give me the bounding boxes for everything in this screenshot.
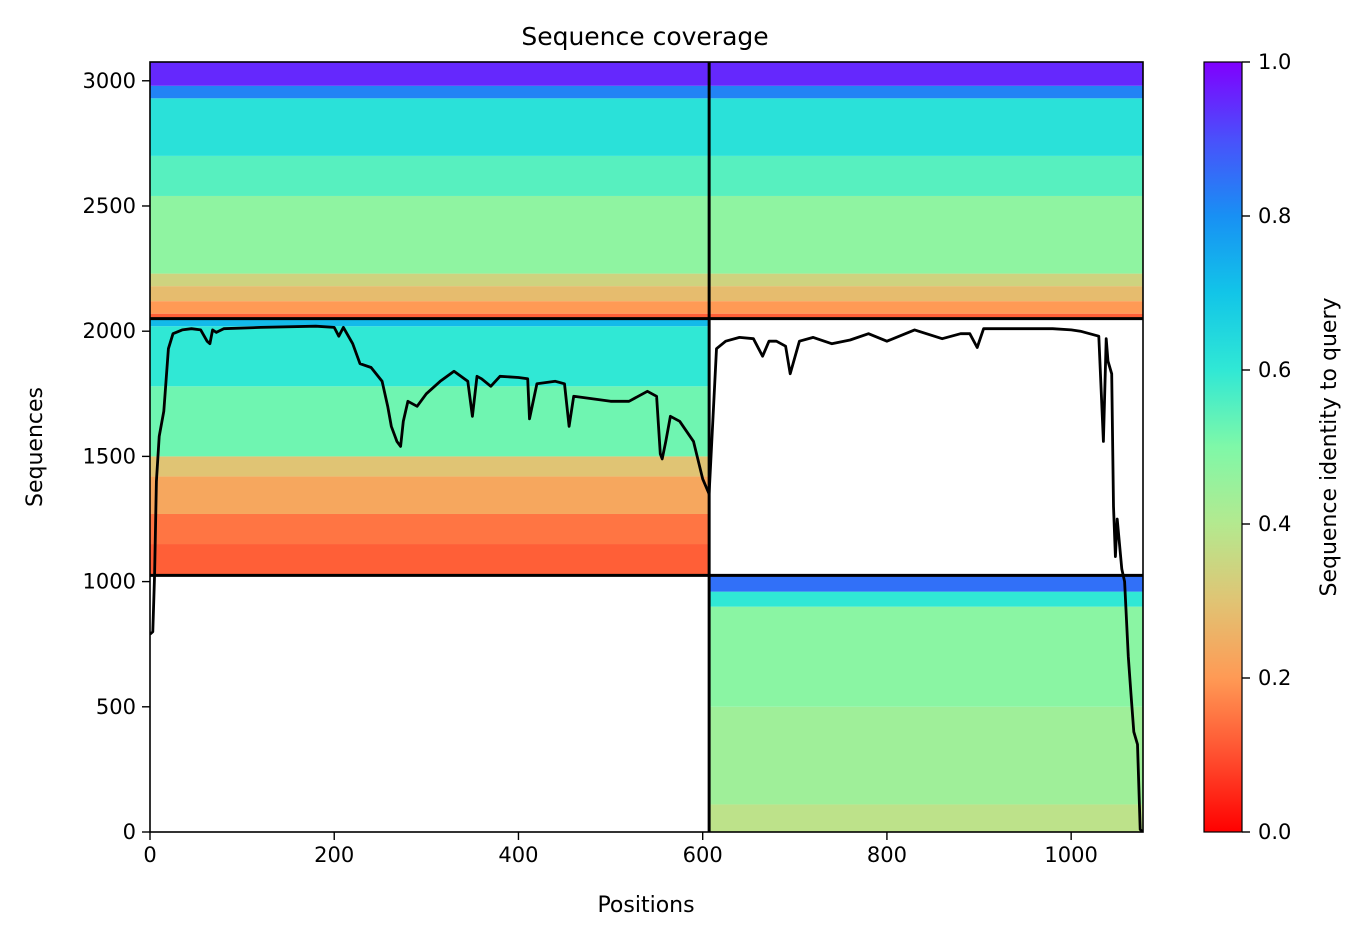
heatmap-band xyxy=(150,456,710,477)
y-tick-label: 0 xyxy=(123,820,136,844)
heatmap-band xyxy=(150,155,1143,196)
heatmap-band xyxy=(150,85,1143,99)
y-tick-label: 500 xyxy=(96,695,136,719)
colorbar-tick-label: 0.8 xyxy=(1258,204,1291,228)
chain-boundaries xyxy=(150,62,1143,832)
heatmap-band xyxy=(709,804,1143,832)
heatmap-band xyxy=(150,273,1143,287)
heatmap-band xyxy=(150,318,710,327)
plot-frame xyxy=(149,61,1144,833)
y-axis-ticks: 0 500 1000 1500 2000 2500 3000 xyxy=(83,69,150,844)
y-tick-label: 2500 xyxy=(83,194,136,218)
heatmap-band xyxy=(150,286,1143,302)
coverage-line-layer xyxy=(150,324,1143,832)
heatmap-band xyxy=(709,591,1143,607)
colorbar-tick-label: 0.6 xyxy=(1258,358,1291,382)
y-axis-label: Sequences xyxy=(23,387,48,507)
colorbar-tick-label: 0.4 xyxy=(1258,512,1291,536)
coverage-line xyxy=(150,324,1143,832)
x-axis-label: Positions xyxy=(597,893,694,918)
y-tick-label: 3000 xyxy=(83,69,136,93)
heatmap-band xyxy=(150,476,710,514)
heatmap-band xyxy=(150,386,710,457)
x-tick-label: 0 xyxy=(143,843,156,867)
x-tick-label: 1000 xyxy=(1044,843,1097,867)
heatmap-band xyxy=(709,706,1143,805)
colorbar-ticks: 0.0 0.2 0.4 0.6 0.8 1.0 xyxy=(1242,50,1291,844)
heatmap-band xyxy=(150,301,1143,314)
heatmap-band xyxy=(150,62,1143,86)
x-tick-label: 400 xyxy=(498,843,538,867)
heatmap-band xyxy=(150,98,1143,156)
y-tick-label: 1000 xyxy=(83,570,136,594)
colorbar-tick-label: 0.2 xyxy=(1258,666,1291,690)
y-tick-label: 1500 xyxy=(83,444,136,468)
colorbar-label: Sequence identity to query xyxy=(1317,297,1342,596)
chart-title: Sequence coverage xyxy=(521,22,768,51)
colorbar-tick-label: 0.0 xyxy=(1258,820,1291,844)
heatmap-band xyxy=(709,575,1143,592)
heatmap-band xyxy=(150,195,1143,274)
colorbar xyxy=(1203,61,1243,833)
x-tick-label: 800 xyxy=(867,843,907,867)
heatmap-band xyxy=(150,544,710,576)
heatmap-band xyxy=(150,513,710,545)
colorbar-tick-label: 1.0 xyxy=(1258,50,1291,74)
heatmap-band xyxy=(709,606,1143,707)
heatmap-band xyxy=(150,326,710,387)
x-axis-ticks: 0 200 400 600 800 1000 xyxy=(143,832,1098,867)
x-tick-label: 600 xyxy=(683,843,723,867)
heatmap-band xyxy=(150,313,1143,319)
y-tick-label: 2000 xyxy=(83,319,136,343)
coverage-heatmap xyxy=(150,62,1143,832)
x-tick-label: 200 xyxy=(314,843,354,867)
